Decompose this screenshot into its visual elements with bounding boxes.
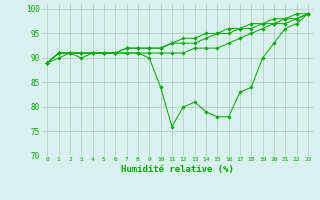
X-axis label: Humidité relative (%): Humidité relative (%) [121, 165, 234, 174]
